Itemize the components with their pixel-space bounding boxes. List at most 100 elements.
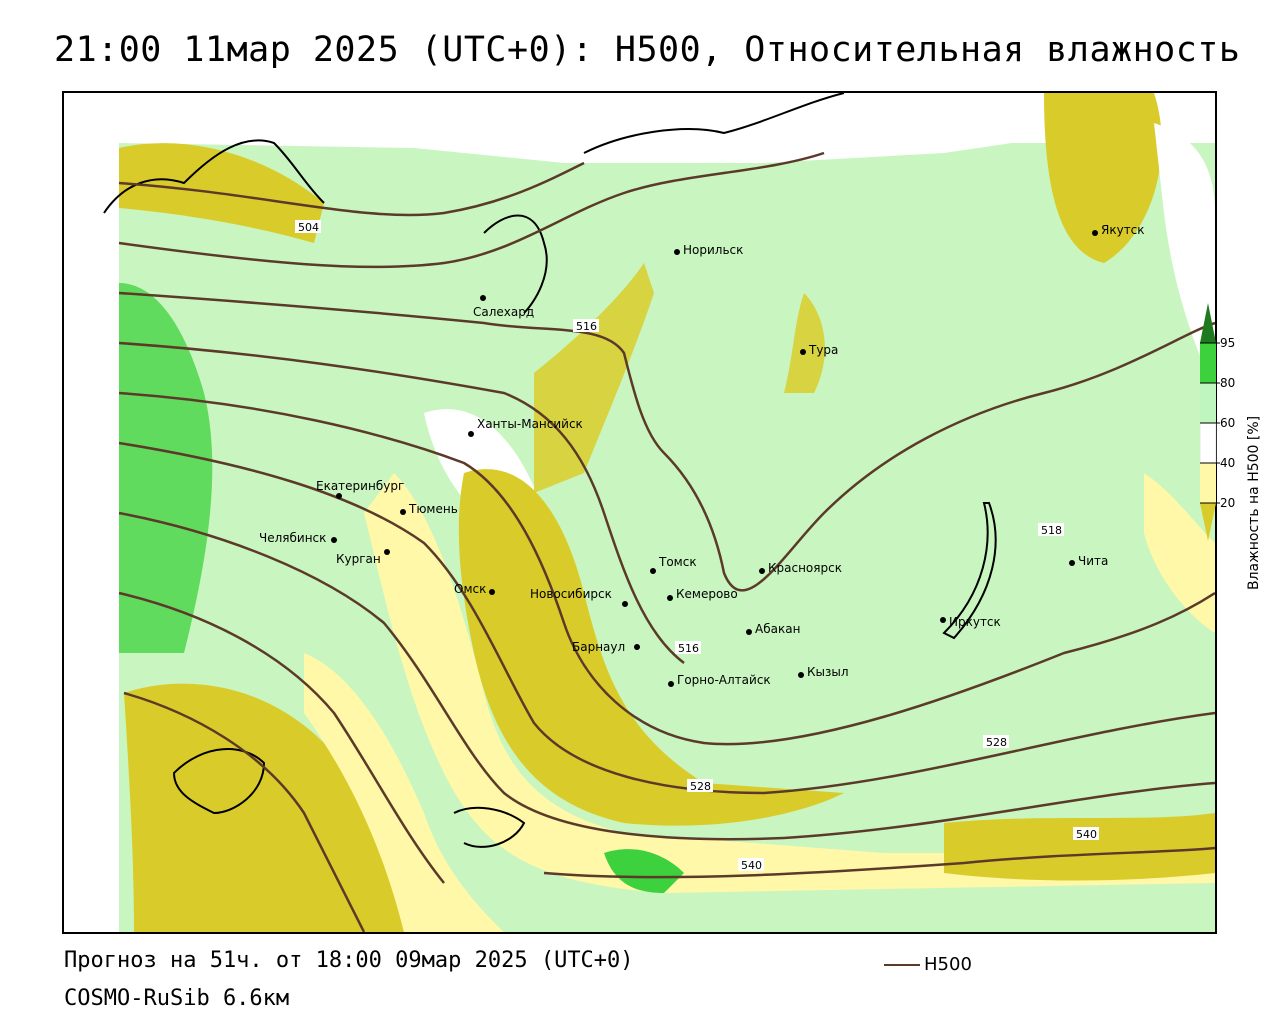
- city-label: Томск: [658, 555, 697, 569]
- city-label: Кызыл: [807, 665, 849, 679]
- colorbar-segment-60-80: [1200, 383, 1216, 423]
- h500-contour: [118, 291, 1215, 592]
- contour-label: 540: [741, 859, 762, 872]
- h500-contour: [118, 511, 1215, 841]
- contour-labels: 504 516 516 518 528 528 540 540: [295, 220, 1099, 872]
- city-label: Чита: [1078, 554, 1108, 568]
- contour-label: 528: [690, 780, 711, 793]
- city-label: Иркутск: [949, 615, 1001, 629]
- coastline-taimyr: [583, 93, 845, 154]
- city-dot: [1069, 560, 1075, 566]
- city-dot: [489, 589, 495, 595]
- h500-contour: [118, 391, 1215, 746]
- colorbar-svg: 95 80 60 40 20: [1199, 303, 1235, 541]
- contour-label: 516: [678, 642, 699, 655]
- humidity-green-west: [119, 283, 213, 653]
- lake-baikal: [942, 502, 997, 640]
- city-label: Кемерово: [676, 587, 738, 601]
- h500-contour: [118, 151, 825, 269]
- humidity-yellow-main-tongue: [458, 469, 844, 826]
- city-dot: [331, 537, 337, 543]
- city-label: Тура: [808, 343, 838, 357]
- city-dot: [759, 568, 765, 574]
- humidity-yellow-northeast: [1044, 93, 1162, 263]
- map-title: 21:00 11мар 2025 (UTC+0): H500, Относите…: [54, 30, 1241, 70]
- city-dot: [650, 568, 656, 574]
- city-label: Курган: [336, 552, 381, 566]
- city-label: Челябинск: [259, 531, 326, 545]
- h500-legend-label: H500: [924, 954, 972, 975]
- colorbar-tick: 20: [1220, 496, 1235, 510]
- city-label: Салехард: [473, 305, 534, 319]
- humidity-green-south-patch: [604, 849, 684, 893]
- city-label: Якутск: [1101, 223, 1145, 237]
- city-dot: [667, 595, 673, 601]
- city-label: Ханты-Мансийск: [477, 417, 583, 431]
- colorbar-tick: 60: [1220, 416, 1235, 430]
- city-label: Тюмень: [408, 502, 458, 516]
- city-dot: [336, 493, 342, 499]
- city-dot: [798, 672, 804, 678]
- city-dot: [622, 601, 628, 607]
- map-canvas: 504 516 516 518 528 528 540 540 Якутск Н…: [64, 93, 1215, 932]
- colorbar-tick: 80: [1220, 376, 1235, 390]
- contour-label: 504: [298, 221, 319, 234]
- no-data-left: [64, 93, 119, 932]
- humidity-yellow-tura: [784, 293, 825, 393]
- h500-contour: [118, 161, 585, 217]
- colorbar-segment-80-95: [1200, 343, 1216, 383]
- city-dot: [674, 249, 680, 255]
- city-markers: Якутск Норильск Салехард Тура Ханты-Манс…: [259, 223, 1145, 687]
- humidity-colorbar: 95 80 60 40 20: [1199, 303, 1280, 603]
- humidity-white-east: [1154, 123, 1215, 393]
- city-dot: [384, 549, 390, 555]
- coastline-caspian: [453, 806, 526, 848]
- h500-legend-line: [884, 964, 920, 966]
- colorbar-tick: 40: [1220, 456, 1235, 470]
- weather-map: 504 516 516 518 528 528 540 540 Якутск Н…: [62, 91, 1217, 934]
- city-dot: [468, 431, 474, 437]
- contour-label: 518: [1041, 524, 1062, 537]
- h500-contour: [123, 691, 366, 932]
- coastlines: [103, 93, 997, 848]
- city-dot: [746, 629, 752, 635]
- city-label: Норильск: [683, 243, 743, 257]
- city-label: Абакан: [755, 622, 800, 636]
- colorbar-segment-40-60: [1199, 422, 1217, 464]
- city-dot: [668, 681, 674, 687]
- humidity-yellow-east: [1144, 473, 1215, 633]
- contour-label: 516: [576, 320, 597, 333]
- city-label: Новосибирск: [530, 587, 612, 601]
- city-dot: [940, 617, 946, 623]
- city-dot: [634, 644, 640, 650]
- city-dot: [1092, 230, 1098, 236]
- coastline-kola: [103, 139, 325, 214]
- city-label: Екатеринбург: [316, 479, 404, 493]
- humidity-light-yellow-southwest: [304, 653, 504, 932]
- colorbar-segment-20-40: [1200, 463, 1216, 503]
- city-label: Горно-Алтайск: [677, 673, 771, 687]
- humidity-yellow-southeast: [944, 813, 1215, 881]
- city-label: Барнаул: [572, 640, 625, 654]
- city-label: Омск: [454, 582, 486, 596]
- colorbar-bottom-triangle: [1200, 503, 1216, 541]
- h500-contour: [118, 591, 445, 884]
- colorbar-title: Влажность на H500 [%]: [1246, 415, 1262, 590]
- contour-label: 540: [1076, 828, 1097, 841]
- h500-contour: [543, 846, 1215, 879]
- coastline-yamal: [483, 214, 548, 314]
- contour-label: 528: [986, 736, 1007, 749]
- humidity-white-top-band: [119, 93, 1215, 163]
- forecast-info: Прогноз на 51ч. от 18:00 09мар 2025 (UTC…: [64, 948, 634, 973]
- model-name: COSMO-RuSib 6.6км: [64, 986, 290, 1011]
- colorbar-top-triangle: [1200, 303, 1216, 343]
- city-dot: [400, 509, 406, 515]
- humidity-field: [64, 93, 1215, 932]
- city-dot: [800, 349, 806, 355]
- h500-legend: H500: [884, 954, 972, 975]
- city-label: Красноярск: [768, 561, 842, 575]
- colorbar-tick: 95: [1220, 336, 1235, 350]
- coastline-black-sea: [172, 748, 266, 815]
- city-dot: [480, 295, 486, 301]
- h500-contour: [118, 341, 685, 664]
